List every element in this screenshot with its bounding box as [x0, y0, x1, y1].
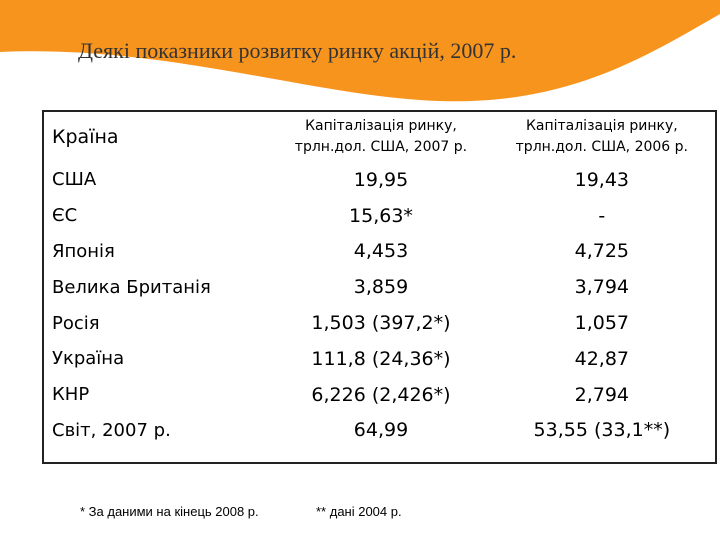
- table-row: Велика Британія 3,859 3,794: [44, 269, 715, 305]
- footnote-single-asterisk: * За даними на кінець 2008 р.: [80, 504, 259, 519]
- table-header-row: Країна Капіталізація ринку, трлн.дол. СШ…: [44, 112, 715, 162]
- cell-cap-2007: 19,95: [353, 168, 409, 191]
- slide-title: Деякі показники розвитку ринку акцій, 20…: [78, 38, 517, 63]
- orange-swoosh-decoration: [0, 0, 720, 102]
- table-row: Росія 1,503 (397,2*) 1,057: [44, 305, 715, 341]
- cell-cap-2006: -: [598, 204, 606, 227]
- cell-cap-2007: 6,226 (2,426*): [311, 383, 451, 406]
- cell-cap-2007: 4,453: [353, 240, 409, 263]
- table-row: КНР 6,226 (2,426*) 2,794: [44, 377, 715, 413]
- cell-cap-2007: 15,63*: [349, 204, 413, 227]
- cell-cap-2006: 53,55 (33,1**): [533, 419, 671, 442]
- cell-country: ЄС: [52, 205, 78, 227]
- cell-country: Росія: [52, 312, 100, 334]
- cell-cap-2006: 3,794: [574, 276, 630, 299]
- cell-country: КНР: [52, 384, 90, 406]
- table-row: ЄС 15,63* -: [44, 198, 715, 234]
- data-table: Країна Капіталізація ринку, трлн.дол. СШ…: [42, 110, 717, 464]
- table-row: Світ, 2007 р. 64,99 53,55 (33,1**): [44, 413, 715, 449]
- cell-cap-2006: 2,794: [574, 383, 630, 406]
- cell-cap-2006: 19,43: [574, 168, 630, 191]
- cell-cap-2007: 111,8 (24,36*): [311, 347, 451, 370]
- cell-cap-2006: 1,057: [574, 312, 630, 335]
- cell-country: Світ, 2007 р.: [52, 419, 171, 441]
- header-cap-2007: Капіталізація ринку, трлн.дол. США, 2007…: [294, 118, 468, 155]
- header-country: Країна: [52, 126, 119, 148]
- swoosh-shape: [0, 0, 720, 102]
- table-row: США 19,95 19,43: [44, 162, 715, 198]
- header-cap-2006: Капіталізація ринку, трлн.дол. США, 2006…: [515, 118, 688, 155]
- cell-country: Японія: [52, 240, 115, 262]
- cell-cap-2007: 64,99: [353, 419, 409, 442]
- cell-cap-2007: 3,859: [353, 276, 409, 299]
- table-row: Україна 111,8 (24,36*) 42,87: [44, 341, 715, 377]
- table-row: Японія 4,453 4,725: [44, 234, 715, 270]
- footnote-double-asterisk: ** дані 2004 р.: [316, 504, 402, 519]
- cell-country: Україна: [52, 348, 125, 370]
- cell-country: Велика Британія: [52, 276, 211, 298]
- cell-cap-2006: 42,87: [574, 347, 630, 370]
- cell-cap-2007: 1,503 (397,2*): [311, 312, 451, 335]
- cell-cap-2006: 4,725: [574, 240, 630, 263]
- cell-country: США: [52, 169, 97, 191]
